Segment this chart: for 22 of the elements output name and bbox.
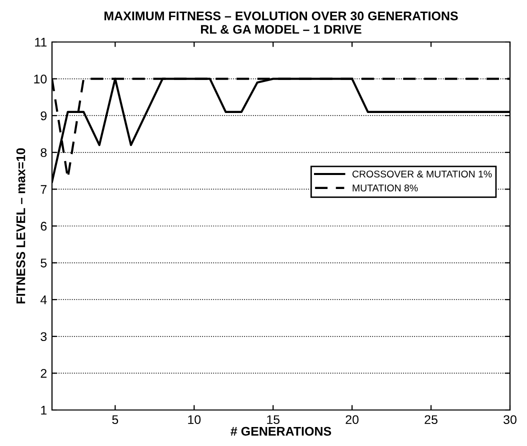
legend-label: MUTATION 8% (352, 184, 418, 192)
x-tick-label: 5 (112, 415, 118, 424)
y-tick-label: 11 (35, 38, 47, 47)
x-axis-title: # GENERATIONS (230, 426, 332, 436)
y-tick-label: 3 (40, 332, 47, 342)
chart-title: MAXIMUM FITNESS – EVOLUTION OVER 30 GENERATIONS RL & GA MODEL – 1 DRIVE (104, 11, 458, 34)
y-tick-label: 1 (41, 406, 47, 415)
y-tick-label: 9 (40, 111, 47, 120)
y-tick-label: 7 (40, 185, 47, 194)
x-tick-label: 30 (504, 415, 516, 424)
y-tick-label: 4 (40, 296, 47, 304)
y-axis-title: FITNESS LEVEL – max=10 (16, 148, 26, 304)
y-tick-label: 5 (40, 258, 47, 268)
y-tick-label: 8 (40, 148, 47, 158)
x-tick-label: 25 (424, 415, 438, 424)
y-tick-label: 10 (34, 74, 47, 84)
y-tick-label: 6 (40, 222, 47, 231)
x-tick-label: 15 (267, 415, 280, 424)
y-tick-label: 2 (40, 369, 47, 378)
x-tick-label: 10 (188, 415, 201, 424)
x-tick-label: 20 (346, 415, 359, 424)
legend-label: CROSSOVER & MUTATION 1% (352, 170, 492, 178)
